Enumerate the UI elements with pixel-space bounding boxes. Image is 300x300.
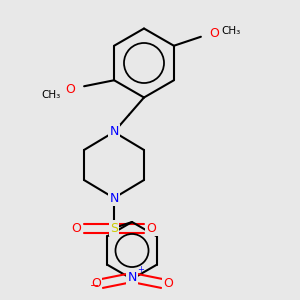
Text: N: N <box>109 191 119 205</box>
Text: O: O <box>209 27 219 40</box>
Text: O: O <box>91 277 101 290</box>
Text: CH₃: CH₃ <box>221 26 241 36</box>
Text: S: S <box>110 221 118 235</box>
Text: −: − <box>90 281 99 291</box>
Text: N: N <box>109 125 119 139</box>
Text: N: N <box>127 271 137 284</box>
Text: CH₃: CH₃ <box>41 90 61 100</box>
Text: +: + <box>137 265 144 274</box>
Text: O: O <box>163 277 173 290</box>
Text: O: O <box>147 221 156 235</box>
Text: O: O <box>66 83 76 96</box>
Text: O: O <box>72 221 81 235</box>
